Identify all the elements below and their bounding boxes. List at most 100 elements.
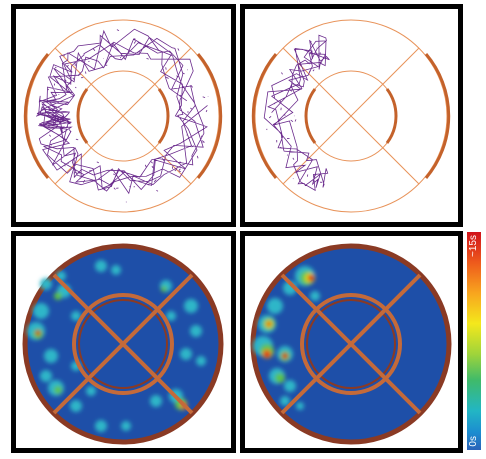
heat-spot (296, 402, 304, 410)
path-tick (78, 74, 80, 77)
path-tick (176, 75, 179, 78)
path-tick (146, 58, 149, 60)
path-tick (63, 54, 65, 57)
heat-spot (111, 265, 121, 275)
heat-spot (40, 370, 52, 382)
heat-spot (35, 330, 41, 336)
arena-path-svg (23, 19, 223, 213)
path-tick (279, 146, 283, 149)
path-tick (53, 94, 56, 97)
path-tick (116, 29, 120, 32)
outer-ring (26, 19, 220, 213)
divider-line (52, 273, 194, 415)
path-tick (306, 174, 309, 177)
outer-wall-right (424, 53, 451, 179)
inner-wall-right (385, 88, 398, 144)
path-trace (35, 28, 208, 195)
heat-spot (310, 291, 320, 301)
color-scale-bar: ~15s 0s (467, 232, 481, 450)
path-tick (156, 189, 159, 192)
path-tick (186, 134, 188, 136)
heat-spot (40, 278, 52, 290)
path-tick (202, 140, 205, 143)
heatmap-full-ring (11, 231, 236, 453)
scale-max-label: ~15s (468, 235, 479, 257)
heat-spot (184, 299, 198, 313)
path-tick (165, 67, 167, 70)
path-tick (292, 157, 295, 160)
path-tick (133, 40, 137, 44)
path-tick (75, 138, 79, 141)
divider-line (282, 47, 420, 185)
heat-spot (266, 321, 272, 327)
path-tick (190, 84, 194, 88)
path-tick (151, 165, 154, 169)
heat-spot (86, 386, 96, 396)
scale-min-label: 0s (468, 436, 479, 447)
path-tick (74, 86, 77, 89)
path-tick (77, 172, 81, 174)
heat-spot (33, 303, 49, 319)
path-tick (41, 108, 44, 111)
path-tick (190, 107, 193, 110)
path-tick (113, 173, 116, 176)
path-tick (120, 54, 123, 57)
path-tick (161, 158, 165, 162)
path-tick (279, 100, 282, 103)
divider-line (280, 273, 422, 415)
heatmap-svg (22, 243, 224, 445)
path-tick (64, 79, 67, 81)
path-tick (64, 164, 66, 167)
heat-spot (180, 348, 192, 360)
path-plot-left-sector (240, 4, 463, 227)
path-tick (153, 179, 157, 183)
path-tick (324, 56, 327, 59)
outer-wall-left (251, 53, 278, 179)
inner-ring-edge (306, 299, 396, 389)
heat-spots (253, 266, 320, 410)
path-tick (119, 56, 122, 59)
path-tick (150, 161, 153, 164)
path-tick (281, 72, 283, 75)
path-tick (196, 155, 199, 159)
heat-spot (307, 274, 315, 282)
heat-spot (267, 298, 283, 314)
heat-spot (70, 400, 82, 412)
heat-spot (121, 421, 131, 431)
path-tick (289, 89, 293, 92)
inner-wall-right (157, 88, 170, 144)
path-tick (165, 76, 169, 79)
heat-spot (282, 353, 288, 359)
path-tick (174, 168, 178, 172)
heat-spot (166, 311, 176, 321)
path-tick (92, 48, 96, 51)
path-tick (290, 119, 294, 123)
path-tick (103, 188, 105, 191)
path-tick (72, 77, 75, 81)
path-tick (177, 48, 180, 51)
path-tick (68, 129, 72, 132)
path-tick (268, 115, 272, 119)
path-tick (39, 99, 43, 102)
path-tick (144, 164, 147, 168)
path-tick (182, 72, 185, 75)
path-tick (49, 134, 51, 137)
path-tick (47, 88, 49, 91)
path-tick (96, 161, 99, 164)
heat-spot (54, 292, 62, 300)
path-tick (83, 179, 86, 183)
path-tick (191, 145, 194, 148)
animal-path (263, 34, 330, 192)
inner-ring (72, 293, 174, 395)
path-tick (146, 183, 150, 186)
path-tick (283, 114, 286, 116)
path-tick (273, 102, 276, 105)
arena-path-svg (251, 19, 451, 213)
heat-spot (44, 349, 58, 363)
path-trace (263, 34, 330, 192)
inner-ring-edge (78, 299, 168, 389)
heatmap-svg (250, 243, 452, 445)
heat-spot (95, 420, 107, 432)
path-tick (179, 161, 182, 164)
path-tick (179, 94, 182, 96)
